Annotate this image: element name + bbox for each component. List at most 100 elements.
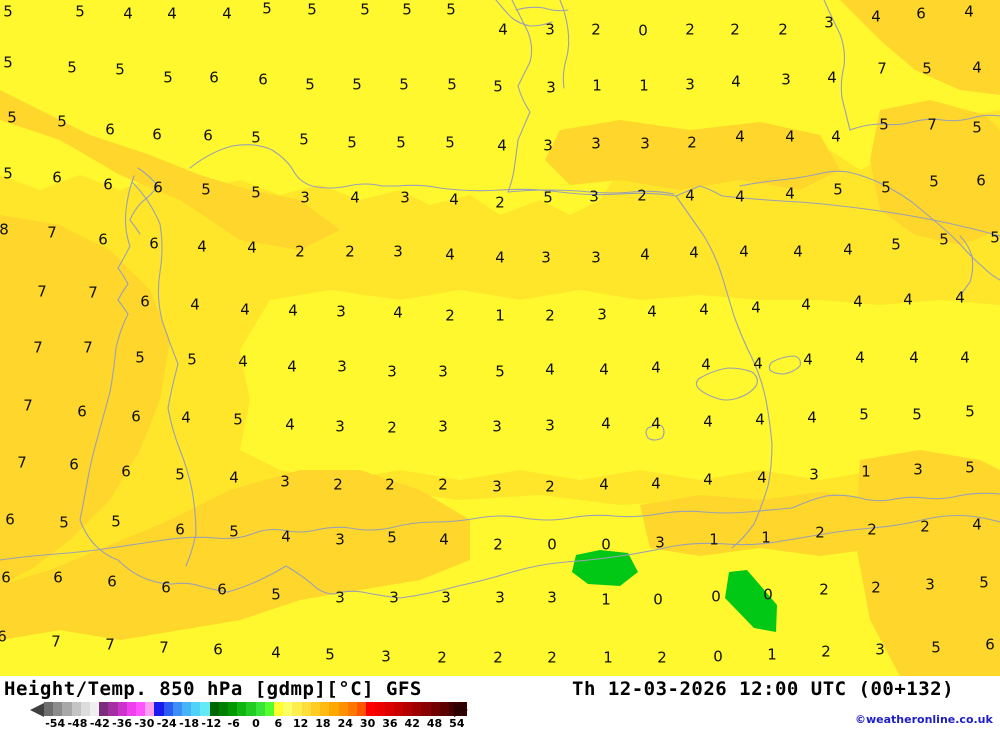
scale-tick: 12 — [292, 717, 309, 730]
scale-tick: -48 — [67, 717, 88, 730]
temperature-value: 5 — [931, 638, 941, 657]
temperature-value: 2 — [685, 20, 695, 39]
scale-tick: -42 — [89, 717, 110, 730]
temperature-value: 3 — [546, 78, 556, 97]
temperature-value: 4 — [955, 288, 965, 307]
temperature-shading-layer — [0, 0, 1000, 676]
temperature-value: 3 — [545, 416, 555, 435]
temperature-value: 6 — [161, 578, 171, 597]
scale-swatch — [356, 702, 367, 716]
temperature-value: 4 — [739, 242, 749, 261]
temperature-value: 6 — [103, 175, 113, 194]
temperature-value: 4 — [545, 360, 555, 379]
border-pyrenees — [507, 189, 675, 195]
temperature-value: 4 — [445, 245, 455, 264]
scale-swatch — [126, 702, 137, 716]
scale-swatch — [439, 702, 449, 716]
temperature-value: 4 — [238, 352, 248, 371]
temperature-value: 4 — [689, 243, 699, 262]
temperature-value: 4 — [287, 357, 297, 376]
temperature-value: 4 — [495, 248, 505, 267]
scale-swatch — [329, 702, 339, 716]
temperature-value: 3 — [280, 472, 290, 491]
temperature-value: 4 — [240, 300, 250, 319]
temperature-value: 3 — [591, 248, 601, 267]
temperature-value: 5 — [299, 130, 309, 149]
temperature-value: 6 — [916, 4, 926, 23]
border-france-east — [559, 0, 570, 89]
temperature-value: 4 — [755, 410, 765, 429]
temperature-value: 4 — [123, 4, 133, 23]
temperature-value: 2 — [867, 520, 877, 539]
scale-swatch — [301, 702, 311, 716]
temperature-value: 4 — [497, 136, 507, 155]
scale-swatch — [347, 702, 357, 716]
temperature-value: 5 — [922, 59, 932, 78]
temperature-value: 2 — [920, 517, 930, 536]
temperature-value: 4 — [393, 303, 403, 322]
scale-swatch — [402, 702, 413, 716]
color-scale[interactable]: -54 -48 -42 -36 -30 -24 -18 -12 -6 0 6 12 18 24 30 36 42… — [30, 702, 468, 732]
island-ibiza — [645, 424, 665, 441]
temperature-value: 5 — [251, 183, 261, 202]
temperature-value: 5 — [972, 118, 982, 137]
temperature-value: 4 — [439, 530, 449, 549]
temperature-value: 4 — [449, 190, 459, 209]
temperature-value: 0 — [638, 21, 648, 40]
scale-tick: -24 — [156, 717, 177, 730]
temperature-value: 5 — [307, 0, 317, 19]
temperature-value: 3 — [685, 75, 695, 94]
band-gold-northeast-corner — [840, 0, 1000, 95]
scale-swatch — [200, 702, 210, 716]
temperature-value: 4 — [731, 72, 741, 91]
coast-north-africa — [0, 507, 793, 561]
temperature-value: 2 — [815, 523, 825, 542]
temperature-value: 3 — [492, 477, 502, 496]
temperature-value: 4 — [703, 470, 713, 489]
temperature-value: 3 — [543, 136, 553, 155]
temperature-value: 7 — [159, 638, 169, 657]
scale-tick: 6 — [274, 717, 283, 730]
temperature-value: 2 — [687, 133, 697, 152]
band-gold-east-coast — [870, 100, 1000, 245]
temperature-value: 2 — [657, 648, 667, 667]
temperature-value: 3 — [335, 530, 345, 549]
scale-swatch — [163, 702, 173, 716]
temperature-value: 4 — [651, 474, 661, 493]
temperature-value: 1 — [603, 648, 613, 667]
scale-swatch — [53, 702, 63, 716]
scale-swatch — [393, 702, 403, 716]
scale-tick: -30 — [134, 717, 155, 730]
temperature-value: 5 — [229, 522, 239, 541]
temperature-value: 4 — [167, 4, 177, 23]
temperature-value: 2 — [637, 186, 647, 205]
scale-swatch — [182, 702, 192, 716]
temperature-value: 5 — [447, 75, 457, 94]
temperature-value: 6 — [152, 125, 162, 144]
temperature-value: 0 — [713, 647, 723, 666]
temperature-value: 2 — [821, 642, 831, 661]
temperature-value: 3 — [589, 187, 599, 206]
scale-swatch — [338, 702, 348, 716]
temperature-value: 1 — [861, 462, 871, 481]
temperature-value: 5 — [912, 405, 922, 424]
footer-title: Height/Temp. 850 hPa [gdmp][°C] GFS — [4, 678, 422, 700]
temperature-value: 6 — [258, 70, 268, 89]
temperature-map[interactable]: 5 5 4 4 4 5 5 5 5 5 4 3 2 0 2 2 2 3 4 6 4 5 5 5 5 6 6 5 5 5 5 5 3 1 1 3 4 3 4 7… — [0, 0, 1000, 676]
temperature-value: 3 — [438, 417, 448, 436]
temperature-value: 5 — [929, 172, 939, 191]
temperature-value: 4 — [271, 643, 281, 662]
scale-swatch — [90, 702, 100, 716]
temperature-value: 4 — [972, 58, 982, 77]
temperature-value: 5 — [493, 77, 503, 96]
temperature-value: 3 — [925, 575, 935, 594]
temperature-value: 2 — [438, 475, 448, 494]
temperature-value: 5 — [7, 108, 17, 127]
temperature-value: 5 — [75, 2, 85, 21]
temperature-value: 7 — [33, 338, 43, 357]
temperature-value: 5 — [271, 585, 281, 604]
scale-cap-high — [454, 702, 468, 717]
scale-swatch — [145, 702, 155, 716]
temperature-value: 4 — [753, 354, 763, 373]
